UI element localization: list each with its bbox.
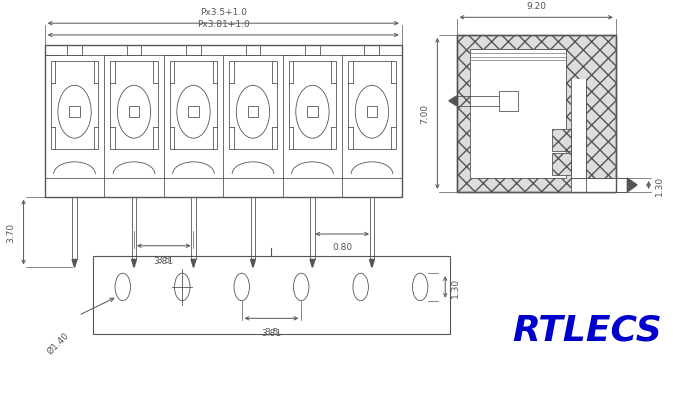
Bar [552, 130, 571, 151]
Polygon shape [449, 97, 457, 107]
Text: 3.81: 3.81 [154, 256, 174, 265]
Text: 3.70: 3.70 [6, 222, 15, 243]
Text: 0.80: 0.80 [332, 242, 352, 251]
Polygon shape [72, 260, 77, 268]
Bar [364, 46, 379, 55]
Text: 9.20: 9.20 [526, 2, 546, 11]
Polygon shape [628, 179, 637, 192]
Bar [571, 80, 586, 192]
Polygon shape [310, 260, 315, 268]
Polygon shape [191, 260, 196, 268]
Bar [186, 46, 201, 55]
Text: 3.81: 3.81 [261, 328, 281, 337]
Bar [552, 153, 571, 175]
Bar [470, 49, 566, 179]
Bar [470, 49, 566, 179]
Bar [348, 62, 395, 149]
Bar [307, 107, 318, 118]
Bar [126, 46, 142, 55]
Polygon shape [251, 260, 255, 268]
Bar [67, 46, 82, 55]
Bar [457, 36, 616, 192]
Polygon shape [131, 260, 136, 268]
Polygon shape [370, 260, 375, 268]
Bar [366, 107, 377, 118]
Bar [305, 46, 320, 55]
Text: Ø1.40: Ø1.40 [45, 330, 70, 356]
Text: 1.30: 1.30 [451, 277, 460, 297]
Bar [247, 107, 259, 118]
Bar [111, 62, 158, 149]
Bar [44, 46, 402, 197]
Bar [93, 256, 450, 334]
Bar [170, 62, 218, 149]
Bar [70, 107, 80, 118]
Bar [245, 46, 261, 55]
Text: 7.00: 7.00 [420, 104, 430, 124]
Bar [129, 107, 140, 118]
Text: 1.30: 1.30 [655, 175, 664, 196]
Bar [51, 62, 98, 149]
Bar [188, 107, 199, 118]
Bar [229, 62, 277, 149]
Text: RTLECS: RTLECS [513, 312, 662, 346]
Bar [288, 62, 336, 149]
Bar [457, 36, 616, 192]
Text: Px3.5+1.0: Px3.5+1.0 [199, 9, 247, 17]
Text: 3.5: 3.5 [264, 327, 279, 336]
Bar [571, 179, 628, 192]
Text: 3.5: 3.5 [156, 255, 171, 264]
Text: Px3.81+1.0: Px3.81+1.0 [197, 20, 250, 29]
Bar [499, 92, 518, 111]
